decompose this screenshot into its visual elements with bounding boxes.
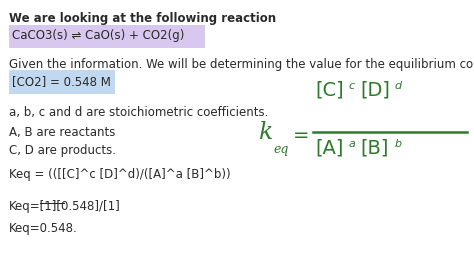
- Text: [CO2] = 0.548 M: [CO2] = 0.548 M: [12, 75, 111, 88]
- Text: b: b: [395, 139, 402, 149]
- FancyBboxPatch shape: [9, 70, 115, 94]
- Text: [B]: [B]: [360, 138, 389, 157]
- Text: [A]: [A]: [315, 138, 344, 157]
- Text: a: a: [348, 139, 356, 149]
- Text: CaCO3(s) ⇌ CaO(s) + CO2(g): CaCO3(s) ⇌ CaO(s) + CO2(g): [12, 29, 184, 42]
- Text: Given the information. We will be determining the value for the equilibrium cons: Given the information. We will be determ…: [9, 58, 474, 71]
- Text: Keq = (([[C]^c [D]^d)/([A]^a [B]^b)): Keq = (([[C]^c [D]^d)/([A]^a [B]^b)): [9, 168, 230, 181]
- Text: c: c: [348, 81, 355, 91]
- Text: a, b, c and d are stoichiometric coefficients.: a, b, c and d are stoichiometric coeffic…: [9, 106, 268, 119]
- Text: =: =: [293, 126, 310, 145]
- Text: [C]: [C]: [315, 80, 344, 99]
- FancyBboxPatch shape: [9, 25, 205, 48]
- Text: k: k: [258, 121, 273, 144]
- Text: A, B are reactants: A, B are reactants: [9, 126, 115, 139]
- Text: Keq=0.548.: Keq=0.548.: [9, 222, 77, 235]
- Text: eq: eq: [273, 142, 289, 156]
- Text: Keq=[1][0.548]/[1]: Keq=[1][0.548]/[1]: [9, 200, 120, 213]
- Text: C, D are products.: C, D are products.: [9, 144, 116, 156]
- Text: [D]: [D]: [360, 80, 390, 99]
- Text: We are looking at the following reaction: We are looking at the following reaction: [9, 12, 276, 25]
- Text: d: d: [395, 81, 402, 91]
